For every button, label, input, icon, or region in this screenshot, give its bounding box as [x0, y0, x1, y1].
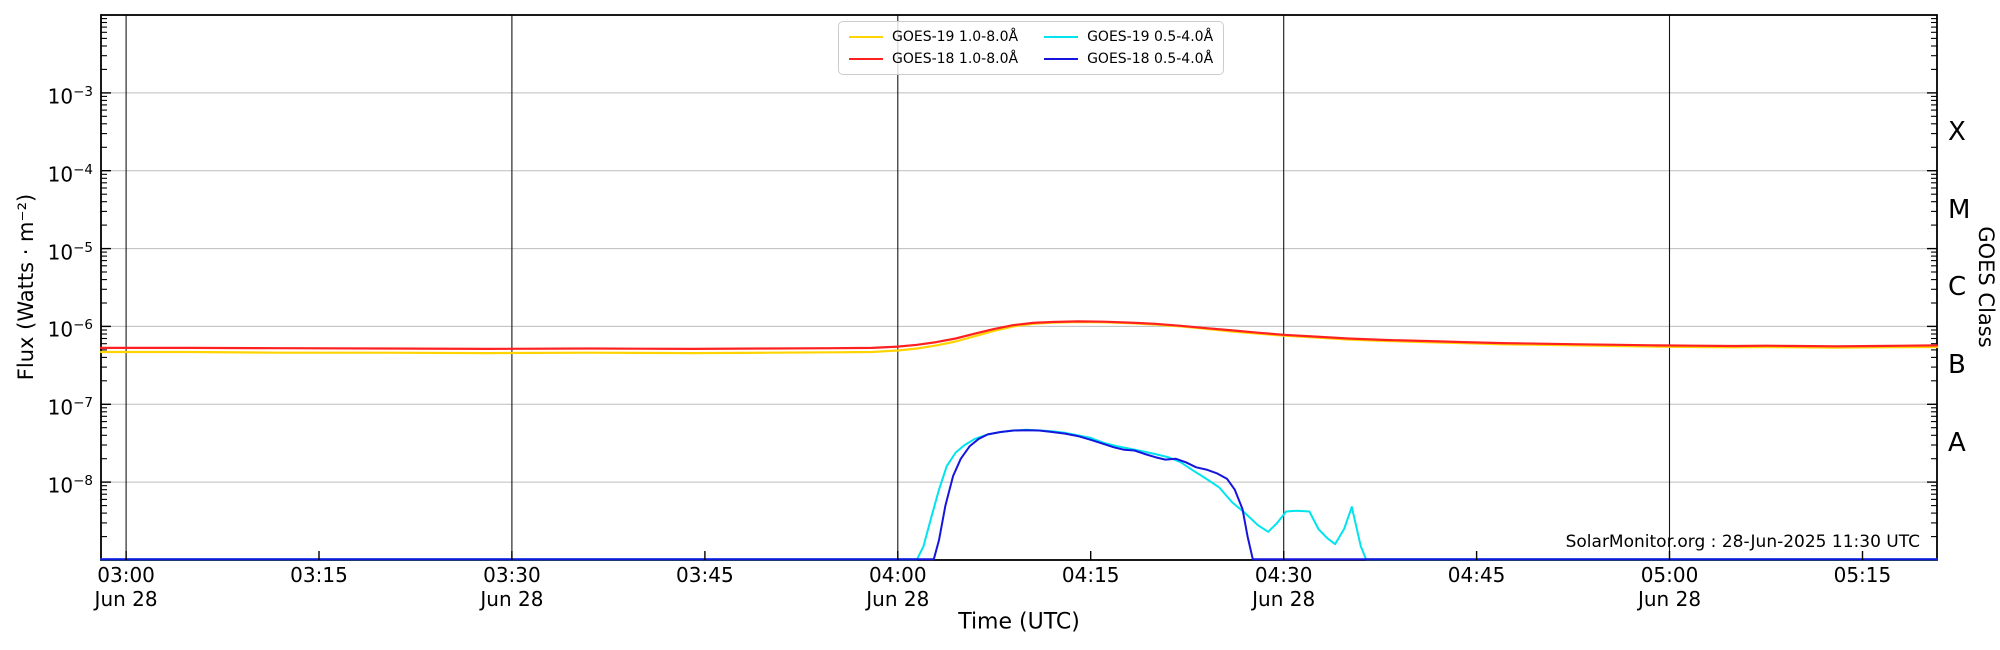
legend-item-goes-18-1-0-8-0: GOES-18 1.0-8.0Å: [849, 51, 1018, 67]
legend-label: GOES-18 1.0-8.0Å: [892, 51, 1019, 67]
legend-swatch: [849, 58, 883, 60]
legend: GOES-19 1.0-8.0Å GOES-18 1.0-8.0Å GOES-19 …: [838, 21, 1225, 75]
legend-swatch: [1044, 58, 1079, 60]
x-tick-date: Jun 28: [866, 587, 930, 611]
x-tick-date: Jun 28: [1637, 587, 1702, 611]
right-axis-label: GOES Class: [1974, 226, 1998, 348]
series-goes-18-1-0-8-0: [99, 320, 1939, 350]
legend-swatch: [1044, 36, 1079, 38]
goes-class-letter: C: [1948, 272, 1967, 303]
legend-label: GOES-19 0.5-4.0Å: [1087, 29, 1214, 45]
y-tick-label: 10−8: [47, 473, 93, 498]
legend-item-goes-19-0-5-4-0: GOES-19 0.5-4.0Å: [1044, 29, 1213, 45]
legend-item-goes-19-1-0-8-0: GOES-19 1.0-8.0Å: [849, 29, 1018, 45]
x-tick-label: 03:30: [483, 563, 541, 587]
x-tick-label: 04:15: [1061, 563, 1120, 587]
x-tick-label: 04:00: [868, 563, 927, 587]
y-tick-label: 10−4: [47, 161, 93, 187]
x-tick-date: Jun 28: [1252, 587, 1316, 611]
x-tick-label: 05:00: [1640, 563, 1699, 587]
x-axis-label: Time (UTC): [958, 609, 1080, 635]
legend-label: GOES-18 0.5-4.0Å: [1087, 51, 1214, 67]
series-goes-19-0-5-4-0: [100, 428, 1939, 561]
y-axis-label: Flux (Watts · m⁻²): [14, 193, 38, 381]
legend-swatch: [849, 36, 883, 38]
goes-class-letter: A: [1948, 428, 1966, 459]
goes-class-letter: M: [1948, 194, 1971, 225]
x-tick-label: 04:45: [1447, 563, 1506, 587]
y-tick-label: 10−3: [47, 83, 93, 109]
goes-class-letter: B: [1948, 350, 1966, 381]
legend-item-goes-18-0-5-4-0: GOES-18 0.5-4.0Å: [1044, 51, 1213, 67]
x-tick-label: 03:45: [676, 563, 734, 587]
x-tick-date: Jun 28: [480, 587, 544, 611]
plot-border: [100, 14, 1938, 561]
x-tick-label: 03:00: [97, 563, 155, 587]
x-tick-label: 04:30: [1254, 563, 1313, 587]
x-tick-label: 03:15: [290, 563, 348, 587]
y-tick-label: 10−7: [47, 395, 93, 420]
series-goes-18-0-5-4-0: [100, 429, 1939, 561]
x-tick-label: 05:15: [1833, 563, 1892, 587]
y-tick-label: 10−6: [47, 317, 93, 343]
legend-label: GOES-19 1.0-8.0Å: [892, 29, 1019, 45]
goes-class-letter: X: [1948, 116, 1966, 147]
watermark-text: SolarMonitor.org : 28-Jun-2025 11:30 UTC: [1565, 532, 1920, 552]
x-tick-date: Jun 28: [94, 587, 158, 611]
y-tick-label: 10−5: [47, 239, 93, 265]
